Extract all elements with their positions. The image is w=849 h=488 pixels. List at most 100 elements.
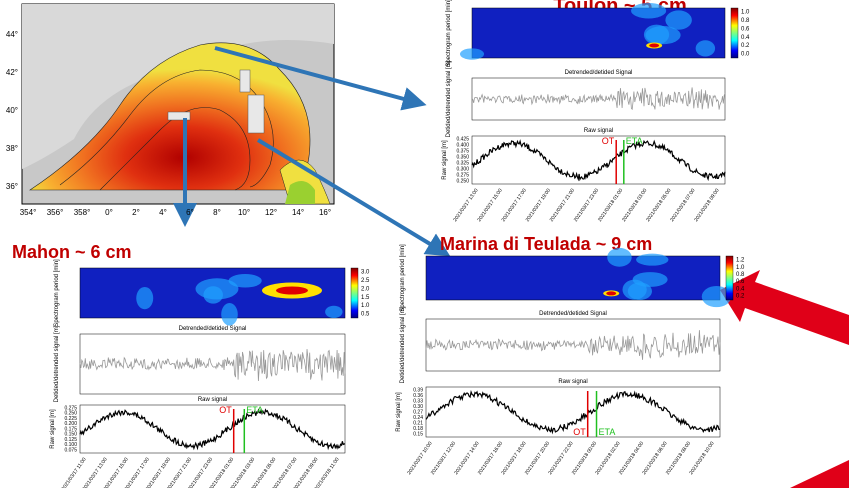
x-tick-label: 2021/03/17 10:00 — [406, 441, 433, 477]
panel-title: Detrended/detided Signal — [539, 311, 607, 317]
y-tick-label: 0.075 — [64, 447, 77, 453]
y-axis-label: Spectrogram period [min] — [446, 0, 452, 67]
corsica — [240, 70, 250, 92]
x-tick-label: 2021/03/18 09:00 — [693, 188, 720, 224]
x-tick-label: 2021/03/17 11:00 — [61, 457, 88, 488]
colorbar-tick: 0.8 — [741, 18, 750, 24]
lon-label: 12° — [265, 208, 277, 217]
x-tick-label: 2021/03/17 12:00 — [430, 441, 457, 477]
x-tick-label: 2021/03/18 04:00 — [618, 441, 645, 477]
lon-label: 8° — [213, 208, 221, 217]
x-tick-label: 2021/03/17 14:00 — [453, 441, 480, 477]
x-tick-label: 2021/03/17 17:00 — [501, 188, 528, 224]
colorbar-tick: 0.6 — [736, 279, 745, 285]
ot-label: OT — [573, 427, 586, 437]
lon-label: 6° — [186, 208, 194, 217]
lat-label: 40° — [6, 106, 18, 115]
x-tick-label: 2021/03/18 05:00 — [645, 188, 672, 224]
spectrogram — [426, 256, 720, 300]
colorbar-tick: 0.4 — [736, 286, 745, 292]
station-title: Mahon ~ 6 cm — [12, 242, 132, 262]
y-axis-label: Raw signal [m] — [396, 392, 402, 432]
colorbar-tick: 0.8 — [736, 272, 745, 278]
spectrogram-blob — [631, 3, 666, 18]
lon-label: 10° — [238, 208, 250, 217]
colorbar-tick: 0.4 — [741, 35, 750, 41]
spectrogram-blob — [607, 248, 632, 267]
colorbar-tick: 0.2 — [741, 43, 750, 49]
colorbar-tick: 1.0 — [361, 303, 370, 309]
y-tick-label: 0.15 — [413, 431, 423, 437]
y-axis-label: Spectrogram period [min] — [400, 244, 406, 312]
colorbar-tick: 1.5 — [361, 295, 370, 301]
eta-label: ETA — [246, 405, 263, 415]
panel-title: Raw signal — [584, 128, 613, 134]
colorbar-tick: 2.0 — [361, 286, 370, 292]
lon-label: 354° — [20, 208, 37, 217]
lon-label: 4° — [159, 208, 167, 217]
lat-label: 42° — [6, 68, 18, 77]
lat-label: 36° — [6, 182, 18, 191]
ot-label: OT — [602, 136, 615, 146]
colorbar-tick: 0.2 — [736, 294, 745, 300]
lat-label: 38° — [6, 144, 18, 153]
x-tick-label: 2021/03/17 18:00 — [500, 441, 527, 477]
lon-label: 16° — [319, 208, 331, 217]
colorbar-tick: 2.5 — [361, 278, 370, 284]
y-axis-label: Detided/detrended signal [m] — [446, 60, 452, 137]
colorbar-tick: 0.0 — [741, 52, 750, 58]
y-axis-label: Spectrogram period [min] — [54, 259, 60, 327]
x-tick-label: 2021/03/17 16:00 — [477, 441, 504, 477]
lon-label: 358° — [74, 208, 91, 217]
colorbar-tick: 3.0 — [361, 270, 370, 276]
x-tick-label: 2021/03/17 15:00 — [476, 188, 503, 224]
x-tick-label: 2021/03/18 06:00 — [641, 441, 668, 477]
page: 44°42°40°38°36°354°356°358°0°2°4°6°8°10°… — [0, 0, 849, 488]
colorbar-tick: 1.0 — [736, 265, 745, 271]
y-tick-label: 0.250 — [456, 178, 469, 184]
x-tick-label: 2021/03/18 00:00 — [571, 441, 598, 477]
y-axis-label: Raw signal [m] — [442, 140, 448, 180]
lon-label: 356° — [47, 208, 64, 217]
x-tick-label: 2021/03/17 19:00 — [525, 188, 552, 224]
x-tick-label: 2021/03/17 13:00 — [452, 188, 479, 224]
eta-label: ETA — [626, 136, 643, 146]
colorbar-tick: 0.6 — [741, 26, 750, 32]
y-axis-label: Raw signal [m] — [50, 409, 56, 449]
spectrogram-blob — [203, 286, 223, 303]
x-tick-label: 2021/03/17 20:00 — [524, 441, 551, 477]
spectrogram-blob — [623, 280, 647, 300]
spectrogram-peak — [276, 287, 308, 295]
sardinia — [248, 95, 264, 133]
panel-title: Detrended/detided Signal — [179, 326, 247, 332]
x-tick-label: 2021/03/17 21:00 — [549, 188, 576, 224]
red-arrow — [790, 460, 849, 488]
x-tick-label: 2021/03/18 10:00 — [688, 441, 715, 477]
x-tick-label: 2021/03/18 01:00 — [597, 188, 624, 224]
figure: 44°42°40°38°36°354°356°358°0°2°4°6°8°10°… — [0, 0, 849, 488]
ot-label: OT — [219, 405, 232, 415]
y-axis-label: Detided/detrended signal [m] — [400, 306, 406, 383]
x-tick-label: 2021/03/18 02:00 — [594, 441, 621, 477]
x-tick-label: 2021/03/18 08:00 — [665, 441, 692, 477]
x-tick-label: 2021/03/18 03:00 — [621, 188, 648, 224]
colorbar-tick: 0.5 — [361, 312, 370, 318]
colorbar — [351, 268, 358, 318]
x-tick-label: 2021/03/17 22:00 — [547, 441, 574, 477]
lon-label: 14° — [292, 208, 304, 217]
colorbar-tick: 1.0 — [741, 10, 750, 16]
x-tick-label: 2021/03/18 07:00 — [669, 188, 696, 224]
spectrogram-peak — [606, 291, 616, 295]
spectrogram-blob — [136, 287, 153, 309]
colorbar-tick: 1.2 — [736, 258, 745, 264]
colorbar — [726, 256, 733, 300]
spectrogram-blob — [325, 306, 342, 318]
panel-title: Raw signal — [198, 397, 227, 403]
x-tick-label: 2021/03/17 23:00 — [573, 188, 600, 224]
spectrogram-peak — [649, 44, 659, 48]
eta-label: ETA — [599, 427, 616, 437]
lon-label: 0° — [105, 208, 113, 217]
spectrogram-blob — [636, 254, 668, 266]
spectrogram-blob — [221, 303, 238, 326]
panel-title: Raw signal — [558, 379, 587, 385]
